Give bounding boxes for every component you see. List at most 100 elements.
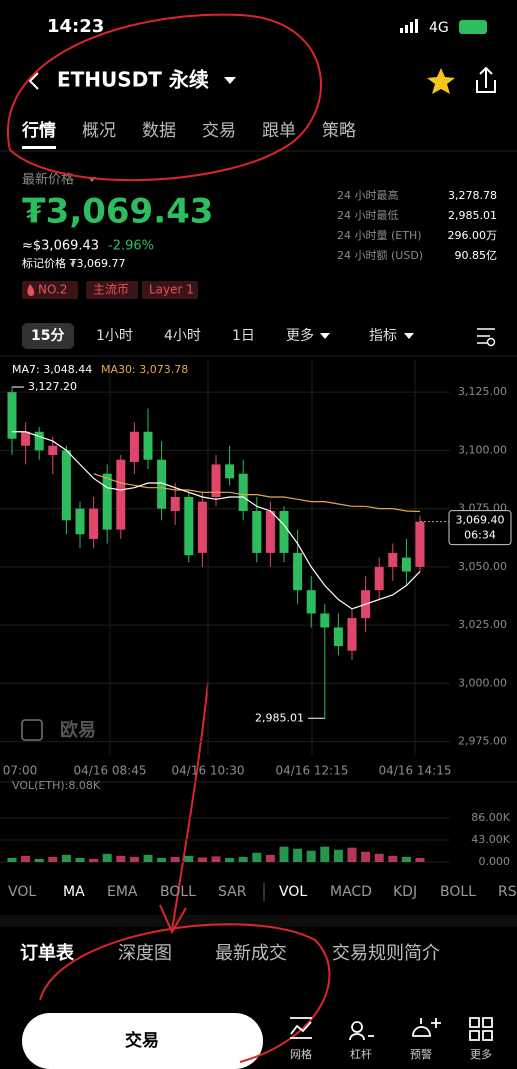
- ma30-legend: MA30: 3,073.78: [101, 363, 188, 376]
- indicator-tab[interactable]: KDJ: [393, 884, 417, 900]
- indicator-tab[interactable]: BOLL: [160, 884, 196, 900]
- indicator-tab[interactable]: BOLL: [440, 884, 476, 900]
- volume-bar: [401, 856, 411, 862]
- nav-label[interactable]: 杠杆: [350, 1047, 372, 1061]
- candle-body: [374, 566, 384, 591]
- nav-icon[interactable]: [349, 1021, 374, 1041]
- indicator-tab[interactable]: EMA: [107, 884, 138, 900]
- settings-icon[interactable]: [477, 328, 495, 344]
- high-label: 3,127.20: [28, 380, 77, 393]
- candle-body: [211, 464, 221, 497]
- tag-bg: [22, 281, 78, 299]
- volume-bar: [116, 855, 126, 862]
- nav-icon[interactable]: [469, 1017, 493, 1041]
- candle-body: [89, 508, 99, 539]
- nav-tab[interactable]: 跟单: [262, 121, 296, 141]
- bottom-tab[interactable]: 深度图: [118, 943, 172, 964]
- fullscreen-button[interactable]: [21, 719, 43, 741]
- nav-tab[interactable]: 策略: [322, 121, 356, 141]
- candle-body: [225, 464, 235, 479]
- nav-tab[interactable]: 概况: [82, 121, 116, 141]
- indicator-tab[interactable]: MA: [63, 884, 85, 900]
- indicator-tab[interactable]: SAR: [218, 884, 247, 900]
- interval[interactable]: 4小时: [164, 328, 201, 344]
- volume-bar: [279, 846, 289, 862]
- volume-bar: [333, 849, 343, 862]
- candle-body: [143, 431, 153, 460]
- volume-bar: [21, 855, 31, 862]
- stat-value: 2,985.01: [448, 209, 497, 222]
- volume-bar: [89, 858, 99, 862]
- favorite-star[interactable]: [427, 68, 455, 94]
- indicator-tab[interactable]: MACD: [330, 884, 372, 900]
- volume-bar: [347, 847, 357, 862]
- nav-tab[interactable]: 交易: [202, 121, 236, 141]
- volume-bar: [265, 854, 275, 862]
- candle-body: [415, 521, 425, 567]
- annotation-circle: [39, 923, 331, 1063]
- volume-bar: [306, 850, 316, 862]
- volume-bar: [238, 856, 248, 862]
- interval[interactable]: 15分: [31, 328, 64, 344]
- interval[interactable]: 指标: [369, 328, 397, 344]
- candle-body: [157, 459, 167, 509]
- candle-body: [197, 501, 207, 553]
- indicator-tab[interactable]: VOL: [279, 884, 307, 900]
- share-button[interactable]: [476, 66, 496, 93]
- volume-tick-label: 86.00K: [471, 811, 510, 824]
- candle-body: [48, 445, 58, 456]
- stat-label: 24 小时最高: [337, 188, 399, 202]
- nav-label[interactable]: 网格: [290, 1047, 312, 1061]
- volume-bar: [320, 846, 330, 862]
- nav-tab[interactable]: 行情: [21, 120, 56, 141]
- candle-body: [388, 552, 398, 567]
- volume-bar: [102, 853, 112, 862]
- x-tick-label: 04/16 12:15: [276, 764, 349, 778]
- volume-bar: [374, 853, 384, 862]
- nav-label[interactable]: 更多: [470, 1047, 492, 1061]
- symbol-dropdown[interactable]: [224, 77, 236, 84]
- volume-bar: [252, 852, 262, 862]
- volume-bar: [388, 855, 398, 862]
- stat-value: 296.00万: [448, 229, 498, 242]
- nav-icon[interactable]: [412, 1018, 441, 1037]
- tag: NO.2: [38, 283, 67, 297]
- trade-button-label[interactable]: 交易: [125, 1030, 159, 1051]
- stat-value: 3,278.78: [448, 189, 497, 202]
- nav-tab[interactable]: 数据: [142, 121, 176, 141]
- candle-body: [34, 431, 44, 451]
- bottom-tab[interactable]: 交易规则简介: [332, 943, 440, 964]
- status-network: 4G: [429, 20, 449, 36]
- bottom-tab[interactable]: 订单表: [20, 942, 75, 964]
- indicator-tab[interactable]: RS: [498, 884, 517, 900]
- back-button[interactable]: [28, 72, 39, 90]
- candle-body: [21, 431, 31, 446]
- trade-button[interactable]: [22, 1013, 263, 1069]
- stat-label: 24 小时量 (ETH): [337, 229, 422, 242]
- stat-label: 24 小时额 (USD): [337, 249, 423, 262]
- tag: 主流币: [93, 283, 129, 297]
- candle-body: [279, 510, 289, 553]
- candle-body: [401, 557, 411, 572]
- stat-label: 24 小时最低: [337, 209, 399, 222]
- tag-bg: [86, 281, 138, 299]
- nav-icon[interactable]: [290, 1017, 312, 1039]
- interval[interactable]: 1小时: [96, 328, 133, 344]
- volume-legend: VOL(ETH):8.08K: [12, 779, 101, 792]
- interval[interactable]: 更多: [286, 327, 314, 344]
- candle-body: [61, 450, 71, 521]
- interval[interactable]: 1日: [232, 328, 255, 344]
- x-tick-label: 04/16 08:45: [74, 764, 147, 778]
- annotation-arrow: [159, 681, 209, 935]
- indicator-tab[interactable]: VOL: [8, 884, 36, 900]
- candle-body: [184, 496, 194, 556]
- candle-body: [102, 473, 112, 530]
- bottom-tab[interactable]: 最新成交: [215, 943, 287, 964]
- symbol-title[interactable]: ETHUSDT 永续: [57, 68, 209, 92]
- usd-price: ≈$3,069.43: [22, 239, 99, 254]
- nav-label[interactable]: 预警: [410, 1047, 432, 1061]
- candle-body: [293, 552, 303, 591]
- candle-body: [170, 496, 180, 511]
